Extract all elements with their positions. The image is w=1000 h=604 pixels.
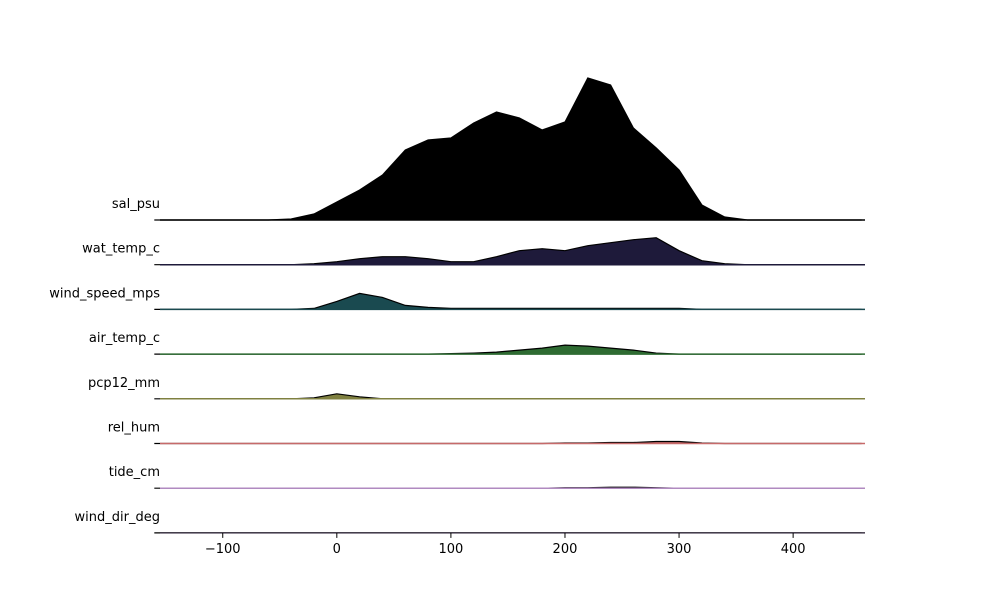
ridge-area [154, 293, 862, 310]
ridge-label: pcp12_mm [88, 376, 160, 391]
ridge-area [154, 237, 862, 265]
x-tick-label: 300 [667, 542, 692, 557]
ridge-label: air_temp_c [89, 331, 160, 346]
ridge-label: sal_psu [112, 197, 160, 212]
x-tick-label: −100 [205, 542, 241, 557]
x-tick-label: 0 [333, 542, 341, 557]
x-tick-label: 200 [553, 542, 578, 557]
ridge-label: wind_dir_deg [75, 510, 160, 525]
ridge-label: rel_hum [108, 421, 160, 436]
x-tick-label: 100 [438, 542, 463, 557]
ridge-label: wind_speed_mps [49, 286, 160, 301]
ridge-area [154, 78, 862, 220]
ridge-label: tide_cm [109, 465, 160, 480]
ridge-label: wat_temp_c [82, 242, 160, 257]
ridge-area [154, 345, 862, 355]
ridge-line [154, 292, 862, 310]
x-tick-label: 400 [781, 542, 806, 557]
